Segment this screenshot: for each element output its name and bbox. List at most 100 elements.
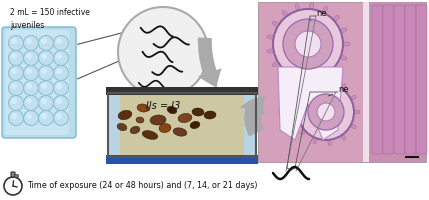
Circle shape	[24, 80, 39, 96]
Ellipse shape	[173, 128, 187, 136]
Ellipse shape	[323, 6, 327, 14]
Ellipse shape	[204, 111, 216, 119]
Circle shape	[24, 96, 39, 110]
Circle shape	[56, 98, 62, 104]
Circle shape	[298, 84, 354, 140]
Circle shape	[11, 68, 17, 74]
Ellipse shape	[309, 2, 314, 10]
Ellipse shape	[342, 42, 350, 46]
Bar	[369, 2, 426, 162]
Text: ne: ne	[310, 9, 326, 21]
Ellipse shape	[341, 84, 346, 89]
FancyBboxPatch shape	[11, 172, 15, 177]
FancyBboxPatch shape	[383, 5, 394, 154]
Ellipse shape	[117, 123, 127, 131]
Ellipse shape	[267, 49, 275, 53]
Circle shape	[4, 177, 22, 195]
Circle shape	[24, 110, 39, 126]
Circle shape	[11, 38, 17, 44]
Circle shape	[54, 66, 69, 80]
Circle shape	[41, 83, 47, 89]
Circle shape	[41, 68, 47, 74]
Ellipse shape	[323, 74, 327, 82]
Circle shape	[39, 50, 54, 66]
Circle shape	[56, 68, 62, 74]
Circle shape	[39, 66, 54, 80]
Circle shape	[24, 36, 39, 50]
FancyBboxPatch shape	[15, 175, 18, 177]
Bar	[106, 155, 258, 164]
Circle shape	[41, 38, 47, 44]
Ellipse shape	[300, 130, 305, 135]
Circle shape	[11, 53, 17, 59]
Bar	[108, 93, 256, 157]
Ellipse shape	[282, 71, 288, 78]
Ellipse shape	[150, 115, 166, 125]
Ellipse shape	[300, 89, 305, 94]
Ellipse shape	[309, 78, 314, 86]
Ellipse shape	[340, 28, 347, 33]
Circle shape	[41, 98, 47, 104]
FancyBboxPatch shape	[394, 5, 405, 154]
Ellipse shape	[328, 78, 332, 84]
Ellipse shape	[142, 131, 158, 139]
Bar	[244, 93, 256, 157]
Circle shape	[9, 96, 24, 110]
Circle shape	[11, 83, 17, 89]
Circle shape	[26, 113, 32, 119]
Circle shape	[41, 113, 47, 119]
Circle shape	[9, 50, 24, 66]
Circle shape	[308, 94, 344, 130]
Circle shape	[39, 110, 54, 126]
Text: ne: ne	[329, 85, 349, 96]
Circle shape	[26, 83, 32, 89]
Circle shape	[9, 80, 24, 96]
Circle shape	[54, 80, 69, 96]
FancyArrowPatch shape	[240, 96, 266, 137]
Ellipse shape	[272, 61, 279, 67]
Circle shape	[9, 36, 24, 50]
Circle shape	[24, 50, 39, 66]
Circle shape	[56, 38, 62, 44]
Ellipse shape	[178, 113, 192, 123]
Ellipse shape	[354, 110, 360, 114]
Circle shape	[26, 98, 32, 104]
Circle shape	[39, 36, 54, 50]
Ellipse shape	[272, 21, 279, 27]
Ellipse shape	[341, 135, 346, 140]
Circle shape	[9, 66, 24, 80]
Circle shape	[41, 53, 47, 59]
Ellipse shape	[350, 124, 356, 128]
Ellipse shape	[136, 117, 144, 123]
Ellipse shape	[293, 118, 299, 121]
FancyArrowPatch shape	[198, 38, 222, 88]
Bar	[108, 93, 120, 157]
Ellipse shape	[313, 80, 317, 86]
Circle shape	[54, 50, 69, 66]
Circle shape	[11, 98, 17, 104]
Ellipse shape	[192, 108, 204, 116]
Circle shape	[24, 66, 39, 80]
Bar	[110, 95, 254, 155]
Polygon shape	[278, 67, 343, 140]
Circle shape	[9, 110, 24, 126]
Circle shape	[56, 53, 62, 59]
Ellipse shape	[296, 4, 300, 11]
Circle shape	[283, 19, 333, 69]
Ellipse shape	[354, 110, 360, 114]
FancyBboxPatch shape	[5, 30, 69, 135]
Text: 2 mL = 150 infective
juveniles: 2 mL = 150 infective juveniles	[10, 8, 90, 29]
Circle shape	[26, 38, 32, 44]
Bar	[106, 87, 258, 95]
Circle shape	[317, 103, 335, 121]
Ellipse shape	[167, 106, 177, 114]
Ellipse shape	[159, 123, 171, 133]
Circle shape	[56, 113, 62, 119]
Ellipse shape	[333, 15, 339, 21]
Circle shape	[118, 7, 208, 97]
Circle shape	[26, 68, 32, 74]
Circle shape	[39, 80, 54, 96]
Circle shape	[39, 96, 54, 110]
Ellipse shape	[118, 110, 132, 120]
Ellipse shape	[328, 140, 332, 146]
